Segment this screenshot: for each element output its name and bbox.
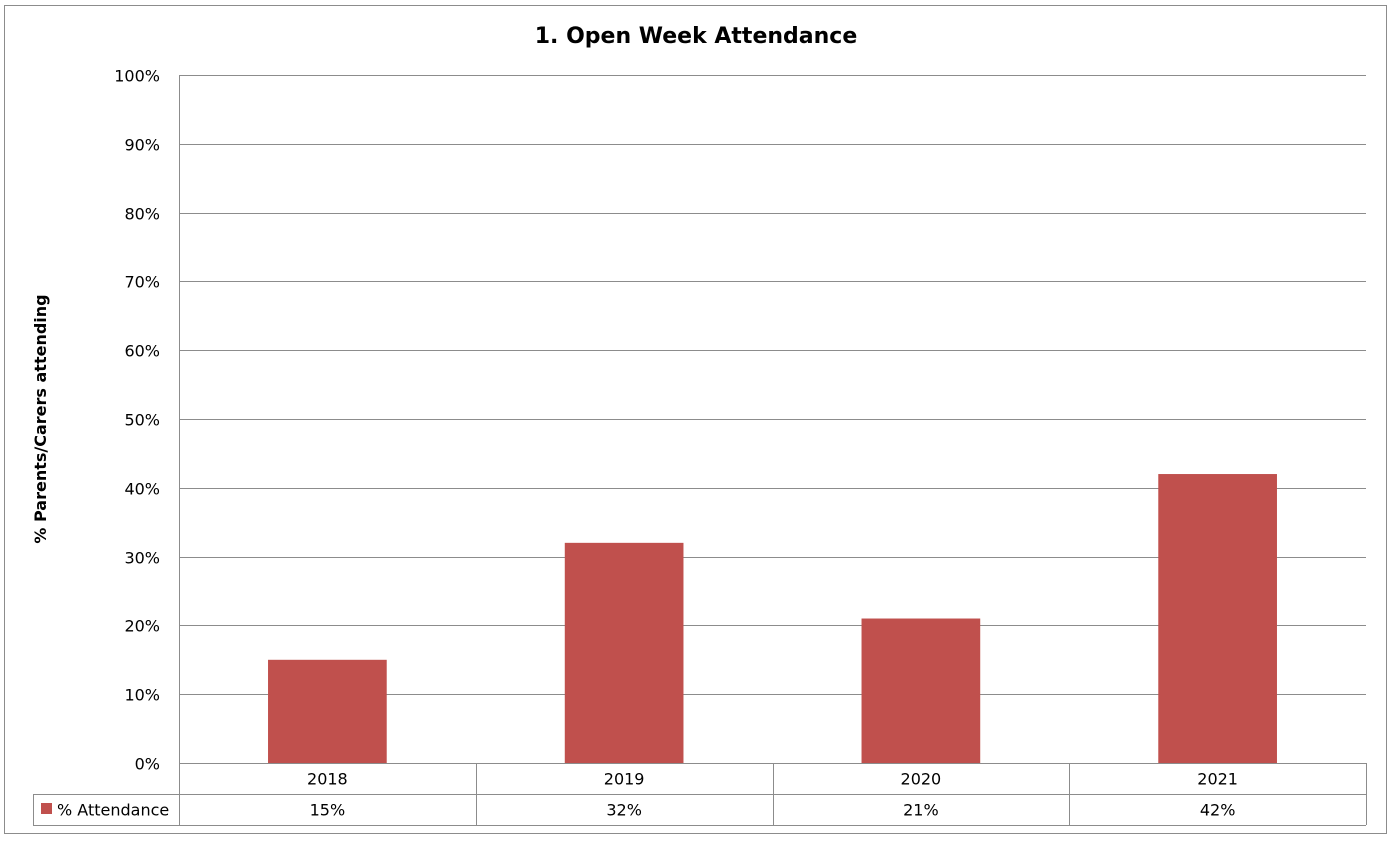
bars (268, 474, 1277, 763)
y-axis-label: % Parents/Carers attending (31, 294, 50, 543)
data-table-value: 42% (1200, 801, 1236, 820)
bar-2018 (268, 659, 387, 763)
y-tick-label: 80% (124, 205, 160, 224)
y-tick-label: 100% (114, 67, 160, 86)
x-tick-label: 2021 (1197, 770, 1238, 789)
x-tick-label: 2020 (901, 770, 942, 789)
chart-title: 1. Open Week Attendance (535, 24, 858, 49)
y-axis-ticks: 0% 10% 20% 30% 40% 50% 60% 70% 80% 90% 100% (114, 67, 160, 774)
y-tick-label: 20% (124, 617, 160, 636)
y-tick-label: 30% (124, 549, 160, 568)
y-tick-label: 0% (135, 755, 160, 774)
data-table-value: 32% (606, 801, 642, 820)
bar-2019 (564, 542, 684, 763)
data-table-value: 15% (310, 801, 346, 820)
legend-swatch (41, 803, 52, 814)
y-tick-label: 50% (124, 411, 160, 430)
data-table: 2018 2019 2020 2021 % Attendance 15% 32% 21% 42% (33, 763, 1367, 826)
bar-2020 (861, 618, 981, 763)
y-tick-label: 70% (124, 273, 160, 292)
bar-2021 (1158, 474, 1277, 763)
x-tick-label: 2018 (307, 770, 348, 789)
data-table-value: 21% (903, 801, 939, 820)
y-tick-label: 10% (124, 686, 160, 705)
y-tick-label: 60% (124, 342, 160, 361)
y-tick-label: 90% (124, 136, 160, 155)
legend-series-name: % Attendance (57, 801, 169, 820)
x-tick-label: 2019 (604, 770, 645, 789)
y-tick-label: 40% (124, 480, 160, 499)
